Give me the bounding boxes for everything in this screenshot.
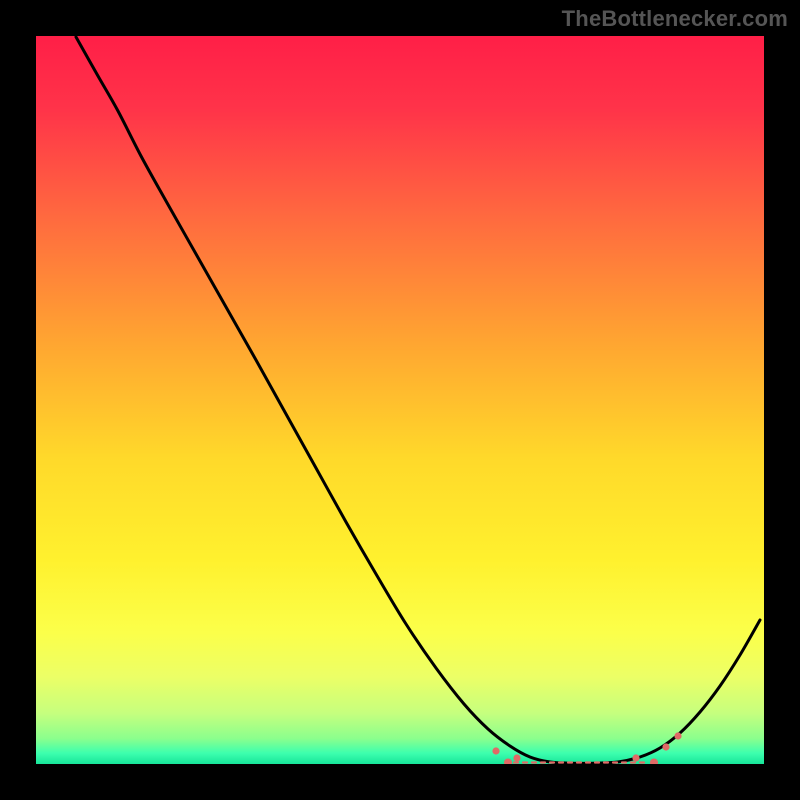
gradient-background	[36, 36, 764, 764]
plot-area	[36, 36, 764, 764]
watermark-text: TheBottlenecker.com	[562, 6, 788, 32]
chart-svg	[36, 36, 764, 764]
chart-canvas: TheBottlenecker.com	[0, 0, 800, 800]
